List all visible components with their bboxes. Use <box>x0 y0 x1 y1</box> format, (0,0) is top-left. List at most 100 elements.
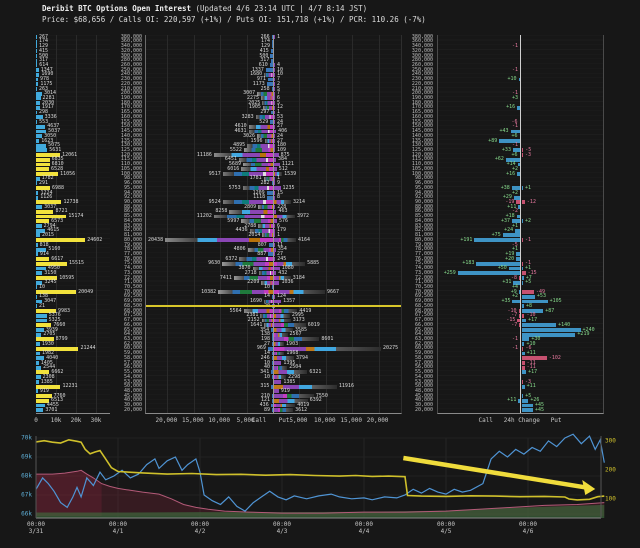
put-bar <box>274 309 298 313</box>
strike-label: 300,000 <box>120 52 142 59</box>
total-value-label: 5160 <box>48 246 61 253</box>
put-bar <box>274 129 277 134</box>
strike-label: 130,000 <box>411 142 433 149</box>
total-bar <box>36 242 38 247</box>
change-put-bar <box>522 299 548 304</box>
total-bar <box>36 285 37 290</box>
total-bar <box>36 327 44 332</box>
total-value-label: 914 <box>39 250 49 257</box>
change-call-label: +4 <box>511 284 518 291</box>
call-bar <box>222 172 273 176</box>
change-call-label: -10 <box>507 307 517 314</box>
change-call-bar <box>476 261 521 266</box>
total-value-label: 2308 <box>42 373 55 380</box>
total-value-label: 12231 <box>62 383 78 390</box>
change-call-bar <box>511 186 521 191</box>
call-bar <box>248 124 273 129</box>
put-value-label: 354 <box>277 246 287 253</box>
total-value-label: 1623 <box>41 137 54 144</box>
strike-label: 40,000 <box>123 397 142 404</box>
call-bar <box>165 238 273 243</box>
change-put-bar <box>522 271 526 276</box>
change-call-bar <box>513 195 521 200</box>
call-value-label: 1680 <box>250 71 263 78</box>
change-put-label: -102 <box>548 354 561 361</box>
strike-label: 68,500 <box>123 302 142 309</box>
call-value-label: 7411 <box>219 274 232 281</box>
strike-label: 140,000 <box>120 132 142 139</box>
strike-label: 74,000 <box>123 265 142 272</box>
call-bar <box>255 115 273 120</box>
call-value-label: 246 <box>260 354 270 361</box>
put-bar <box>274 172 283 176</box>
put-bar <box>274 271 277 276</box>
total-bar <box>36 53 37 58</box>
strike-label: 67,500 <box>123 312 142 319</box>
put-value-label: 512 <box>278 165 288 172</box>
put-value-label: 1 <box>277 33 281 40</box>
strike-label: 170,000 <box>120 104 142 111</box>
total-bar <box>36 105 40 110</box>
change-call-label: +62 <box>494 156 504 163</box>
call-bar <box>264 299 273 304</box>
change-call-label: +14 <box>506 161 516 168</box>
strike-label: 250,000 <box>120 66 142 73</box>
strike-label: 69,500 <box>123 293 142 300</box>
total-bar <box>36 157 50 162</box>
call-bar <box>270 53 273 58</box>
call-value-label: 4806 <box>233 246 246 253</box>
total-bar <box>36 280 43 285</box>
total-value-label: 5376 <box>48 312 61 319</box>
strike-label: 200,000 <box>120 90 142 97</box>
change-put-bar <box>522 290 534 295</box>
put-bar <box>274 101 275 106</box>
put-bar <box>274 346 382 351</box>
strike-label: 240,000 <box>411 71 433 78</box>
strike-label: 75,000 <box>414 260 433 267</box>
change-call-bar <box>512 299 521 304</box>
put-value-label: 3612 <box>295 406 308 413</box>
change-call-bar <box>499 138 521 143</box>
strike-label: 320,000 <box>120 47 142 54</box>
spot-price-line <box>146 305 401 307</box>
put-bar <box>274 351 285 356</box>
put-bar <box>274 356 295 361</box>
change-put-label: -49 <box>535 288 545 295</box>
total-value-label: 267 <box>39 33 49 40</box>
change-call-label: +43 <box>499 128 509 135</box>
strike-label: 125,000 <box>120 147 142 153</box>
strike-label: 56,000 <box>123 364 142 371</box>
put-bar <box>274 105 275 110</box>
strike-label: 95,000 <box>123 184 142 191</box>
total-bar <box>36 228 46 233</box>
strike-label: 68,000 <box>414 307 433 314</box>
strike-label: 78,000 <box>414 246 433 253</box>
strike-label: 57,000 <box>123 359 142 366</box>
total-bar <box>36 181 37 186</box>
total-value-label: 6513 <box>51 397 64 404</box>
total-value-label: 6617 <box>51 255 64 262</box>
call-value-label: 1118 <box>253 194 266 201</box>
total-value-label: 138 <box>39 293 49 300</box>
change-call-label: -7 <box>511 321 518 328</box>
put-value-label: 3173 <box>292 317 305 324</box>
change-call-bar <box>518 398 521 403</box>
total-bar <box>36 101 41 106</box>
call-bar <box>243 309 273 313</box>
gridline <box>220 35 222 413</box>
call-bar <box>267 195 273 200</box>
call-value-label: 40 <box>263 364 270 371</box>
strike-label: 280,000 <box>120 57 142 64</box>
change-call-label: -1 <box>511 345 518 352</box>
gridline <box>193 35 195 413</box>
strike-label: 48,000 <box>414 387 433 394</box>
put-value-label: 6019 <box>307 321 320 328</box>
call-value-label: 5689 <box>228 161 241 168</box>
strike-label: 58,000 <box>123 354 142 361</box>
put-bar <box>274 280 280 285</box>
put-bar <box>274 181 275 186</box>
total-bar <box>36 49 37 54</box>
call-bar <box>222 200 273 205</box>
call-value-label: 10 <box>263 359 270 366</box>
call-bar <box>260 313 273 318</box>
